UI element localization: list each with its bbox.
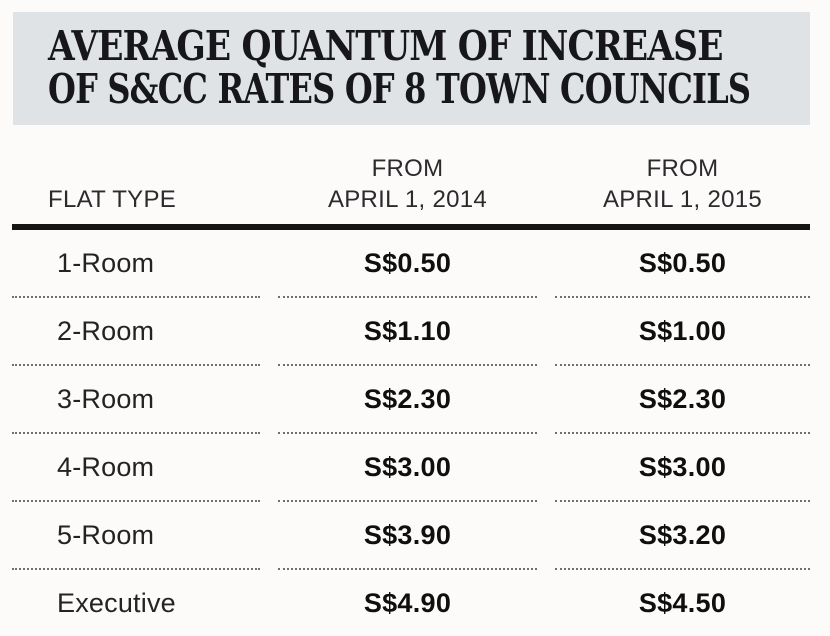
rate-2014-cell: S$4.90 <box>363 587 452 618</box>
rate-2014-cell: S$3.00 <box>363 451 452 482</box>
row-separator <box>12 432 810 434</box>
column-header-flat-type: FLAT TYPE <box>48 186 177 213</box>
page-title: AVERAGE QUANTUM OF INCREASE OF S&CC RATE… <box>13 12 810 111</box>
rate-2015-cell: S$3.00 <box>638 451 727 482</box>
separator-segment <box>555 432 810 434</box>
page-title-line-1: AVERAGE QUANTUM OF INCREASE <box>48 22 723 70</box>
rate-2015-cell: S$0.50 <box>638 247 727 278</box>
row-separator <box>12 568 810 570</box>
separator-segment <box>278 432 537 434</box>
rate-2015-cell: S$1.00 <box>638 315 727 346</box>
separator-segment <box>278 500 537 502</box>
rate-2015-cell: S$3.20 <box>638 519 727 550</box>
rate-2015-cell: S$2.30 <box>638 383 727 414</box>
header-rule <box>12 224 810 230</box>
separator-segment <box>555 500 810 502</box>
rate-2015-cell: S$4.50 <box>638 587 727 618</box>
flat-type-cell: 1-Room <box>57 247 155 278</box>
row-separator <box>12 296 810 298</box>
table-row-3-room: 3-Room S$2.30 S$2.30 <box>12 366 810 432</box>
column-header-2014-line-1: FROM <box>371 155 444 182</box>
rate-2014-cell: S$3.90 <box>363 519 452 550</box>
column-header-from-april-2015: FROM APRIL 1, 2015 <box>555 153 810 215</box>
separator-segment <box>12 500 260 502</box>
flat-type-cell: 5-Room <box>57 519 155 550</box>
rate-2014-cell: S$0.50 <box>363 247 452 278</box>
column-header-2015-line-2: APRIL 1, 2015 <box>602 186 763 213</box>
table-row-4-room: 4-Room S$3.00 S$3.00 <box>12 434 810 500</box>
separator-segment <box>555 296 810 298</box>
rate-2014-cell: S$2.30 <box>363 383 452 414</box>
separator-segment <box>555 568 810 570</box>
table-row-executive: Executive S$4.90 S$4.50 <box>12 570 810 636</box>
column-header-2015-line-1: FROM <box>646 155 719 182</box>
page-title-line-2: OF S&CC RATES OF 8 TOWN COUNCILS <box>48 65 751 113</box>
table-header-row: FLAT TYPE FROM APRIL 1, 2014 FROM APRIL … <box>12 125 810 224</box>
title-block: AVERAGE QUANTUM OF INCREASE OF S&CC RATE… <box>13 12 810 125</box>
separator-segment <box>278 568 537 570</box>
column-header-from-april-2014: FROM APRIL 1, 2014 <box>278 153 537 215</box>
table-row-2-room: 2-Room S$1.10 S$1.00 <box>12 298 810 364</box>
flat-type-cell: 3-Room <box>57 383 155 414</box>
flat-type-cell: Executive <box>57 587 176 618</box>
separator-segment <box>12 568 260 570</box>
rates-table: FLAT TYPE FROM APRIL 1, 2014 FROM APRIL … <box>12 125 810 636</box>
row-separator <box>12 500 810 502</box>
rate-2014-cell: S$1.10 <box>363 315 452 346</box>
separator-segment <box>278 296 537 298</box>
separator-segment <box>12 432 260 434</box>
separator-segment <box>278 364 537 366</box>
table-row-1-room: 1-Room S$0.50 S$0.50 <box>12 230 810 296</box>
flat-type-cell: 4-Room <box>57 451 155 482</box>
row-separator <box>12 364 810 366</box>
table-row-5-room: 5-Room S$3.90 S$3.20 <box>12 502 810 568</box>
flat-type-cell: 2-Room <box>57 315 155 346</box>
separator-segment <box>12 296 260 298</box>
column-header-2014-line-2: APRIL 1, 2014 <box>327 186 488 213</box>
separator-segment <box>12 364 260 366</box>
separator-segment <box>555 364 810 366</box>
